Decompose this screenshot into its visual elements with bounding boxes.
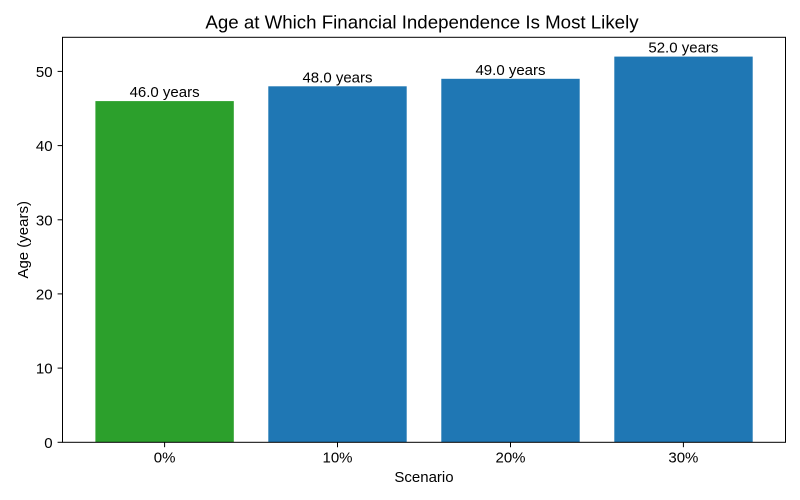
svg-text:30: 30 xyxy=(36,212,53,229)
svg-text:20%: 20% xyxy=(495,450,525,467)
svg-text:Age at Which Financial Indepen: Age at Which Financial Independence Is M… xyxy=(205,12,639,33)
svg-text:52.0 years: 52.0 years xyxy=(648,40,718,57)
svg-text:46.0 years: 46.0 years xyxy=(130,84,200,101)
svg-text:Scenario: Scenario xyxy=(394,469,453,486)
svg-text:0: 0 xyxy=(44,435,52,452)
svg-text:50: 50 xyxy=(36,64,53,81)
svg-text:20: 20 xyxy=(36,286,53,303)
svg-text:40: 40 xyxy=(36,138,53,155)
svg-text:10: 10 xyxy=(36,361,53,378)
svg-text:48.0 years: 48.0 years xyxy=(302,69,372,86)
svg-text:30%: 30% xyxy=(668,450,698,467)
svg-text:Age (years): Age (years) xyxy=(15,201,32,279)
svg-text:10%: 10% xyxy=(322,450,352,467)
svg-text:49.0 years: 49.0 years xyxy=(475,62,545,79)
svg-text:0%: 0% xyxy=(154,450,176,467)
